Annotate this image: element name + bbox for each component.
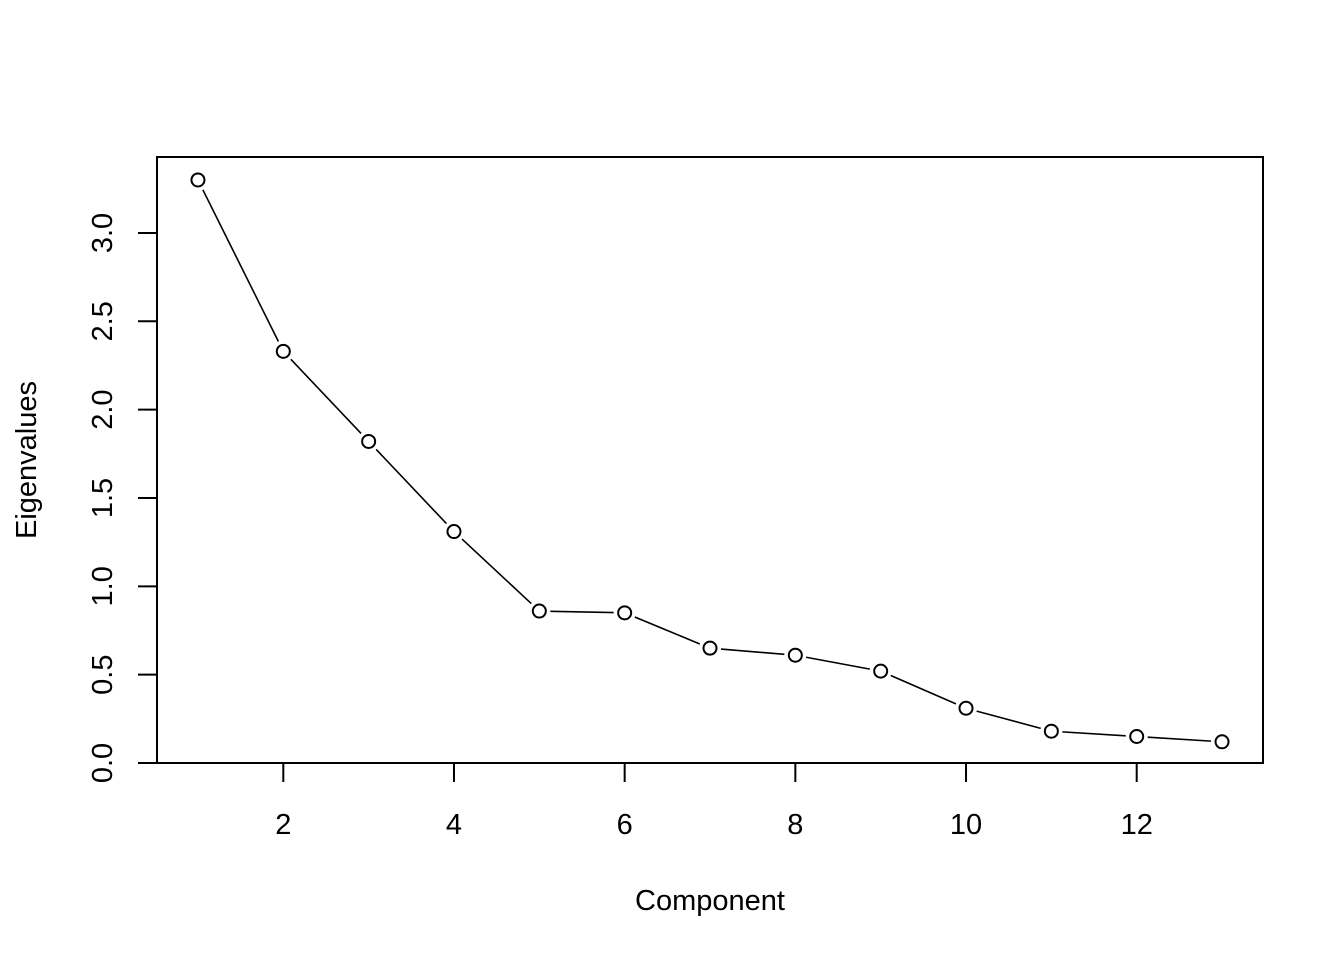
x-tick-label: 12 <box>1121 809 1153 841</box>
series-line-segment <box>634 616 701 645</box>
series-line-segment <box>290 358 362 435</box>
x-tick-label: 6 <box>617 809 633 841</box>
x-axis: 2 4 6 8 10 12 <box>275 762 1153 841</box>
x-tick-label: 4 <box>446 809 462 841</box>
x-tick-label: 2 <box>275 809 291 841</box>
series-line-segment <box>976 710 1041 730</box>
y-tick-label: 3.0 <box>87 213 119 253</box>
y-tick-label: 1.0 <box>87 566 119 606</box>
data-point <box>958 700 974 716</box>
data-point <box>787 647 803 663</box>
data-point <box>702 640 718 656</box>
y-axis-label: Eigenvalues <box>11 381 43 539</box>
series-line-segment <box>720 648 785 656</box>
data-point <box>275 343 291 359</box>
y-tick-label: 0.0 <box>87 743 119 783</box>
data-point <box>1214 734 1230 750</box>
eigenvalue-series <box>190 172 1230 750</box>
series-line-segment <box>890 674 957 705</box>
series-line-segment <box>806 656 871 670</box>
series-line-segment <box>202 189 280 342</box>
y-tick-label: 1.5 <box>87 478 119 518</box>
series-line-segment <box>550 610 614 614</box>
x-tick-label: 8 <box>787 809 803 841</box>
data-point <box>361 433 377 449</box>
x-tick-label: 10 <box>950 809 982 841</box>
y-tick-label: 2.0 <box>87 389 119 429</box>
series-line-segment <box>1147 736 1212 742</box>
series-line-segment <box>375 448 447 525</box>
y-axis: 0.0 0.5 1.0 1.5 2.0 2.5 3.0 <box>87 213 158 783</box>
series-line-segment <box>1062 731 1126 737</box>
data-point <box>190 172 206 188</box>
plot-frame <box>156 156 1264 764</box>
data-point <box>1129 728 1145 744</box>
data-point <box>873 663 889 679</box>
series-line-segment <box>461 538 532 605</box>
data-point <box>531 603 547 619</box>
x-axis-label: Component <box>635 885 785 917</box>
y-tick-label: 2.5 <box>87 301 119 341</box>
data-point <box>617 605 633 621</box>
y-tick-label: 0.5 <box>87 654 119 694</box>
data-point <box>1043 723 1059 739</box>
data-point <box>446 524 462 540</box>
